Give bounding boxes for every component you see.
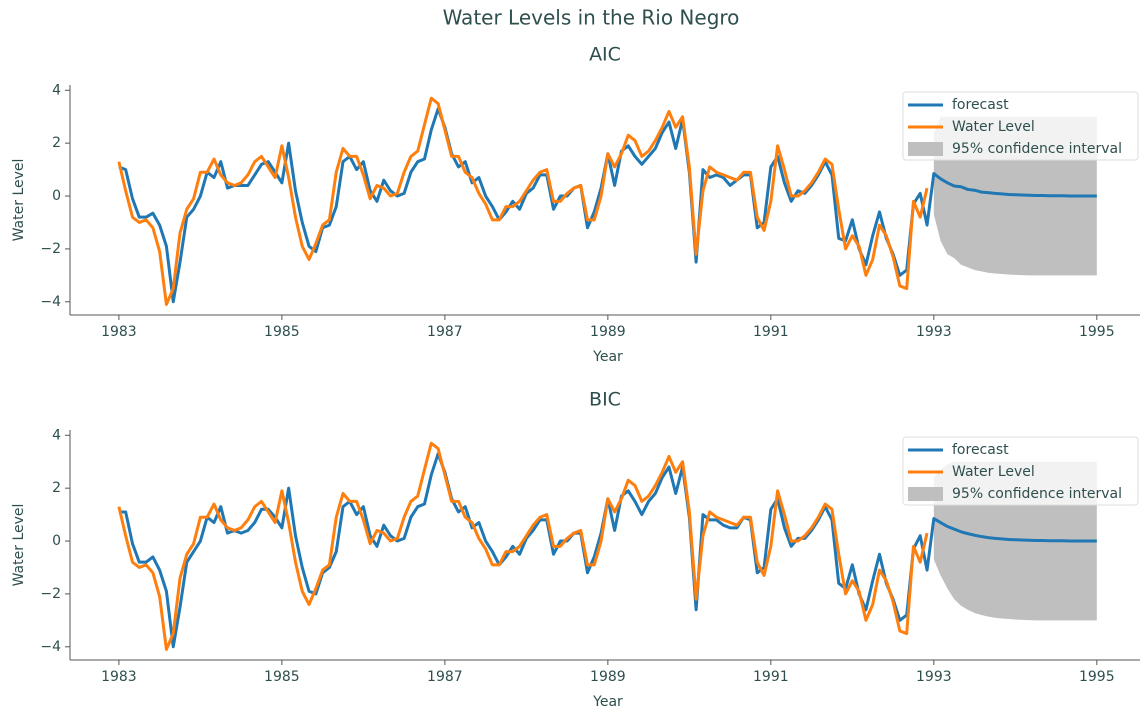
y-axis-label: Water Level xyxy=(11,504,27,587)
x-tick-label: 1995 xyxy=(1079,324,1115,340)
legend-label: 95% confidence interval xyxy=(952,486,1122,502)
legend-label: forecast xyxy=(952,442,1009,458)
subplot-title: AIC xyxy=(589,44,621,66)
y-tick-label: −2 xyxy=(40,586,61,602)
x-tick-label: 1987 xyxy=(427,324,463,340)
x-tick-label: 1983 xyxy=(101,669,137,685)
y-tick-label: 0 xyxy=(52,188,61,204)
x-axis-label: Year xyxy=(592,349,623,365)
x-tick-label: 1993 xyxy=(916,669,952,685)
y-tick-label: −4 xyxy=(40,639,61,655)
legend-label: 95% confidence interval xyxy=(952,141,1122,157)
legend-label: forecast xyxy=(952,97,1009,113)
y-tick-label: −2 xyxy=(40,241,61,257)
y-tick-label: 4 xyxy=(52,82,61,98)
x-tick-label: 1991 xyxy=(753,669,789,685)
y-tick-label: 2 xyxy=(52,135,61,151)
legend-box xyxy=(902,436,1139,506)
figure-title: Water Levels in the Rio Negro xyxy=(443,6,740,30)
y-tick-label: 2 xyxy=(52,480,61,496)
x-axis-label: Year xyxy=(592,694,623,710)
y-axis-label: Water Level xyxy=(11,159,27,242)
x-tick-label: 1989 xyxy=(590,324,626,340)
legend-swatch xyxy=(908,142,943,156)
legend: forecast Water Level 95% confidence interv… xyxy=(902,91,1139,161)
x-tick-label: 1985 xyxy=(264,669,300,685)
x-tick-label: 1983 xyxy=(101,324,137,340)
x-tick-label: 1985 xyxy=(264,324,300,340)
legend-swatch xyxy=(908,487,943,501)
legend-box xyxy=(902,91,1139,161)
legend-label: Water Level xyxy=(952,119,1035,135)
y-tick-label: 4 xyxy=(52,427,61,443)
subplot-title: BIC xyxy=(589,389,621,411)
series-line xyxy=(117,441,929,651)
legend: forecast Water Level 95% confidence interv… xyxy=(902,436,1139,506)
y-tick-label: −4 xyxy=(40,294,61,310)
x-tick-label: 1993 xyxy=(916,324,952,340)
x-tick-label: 1995 xyxy=(1079,669,1115,685)
x-tick-label: 1989 xyxy=(590,669,626,685)
x-tick-label: 1991 xyxy=(753,324,789,340)
y-tick-label: 0 xyxy=(52,533,61,549)
legend-label: Water Level xyxy=(952,464,1035,480)
x-tick-label: 1987 xyxy=(427,669,463,685)
series-line xyxy=(117,96,929,306)
